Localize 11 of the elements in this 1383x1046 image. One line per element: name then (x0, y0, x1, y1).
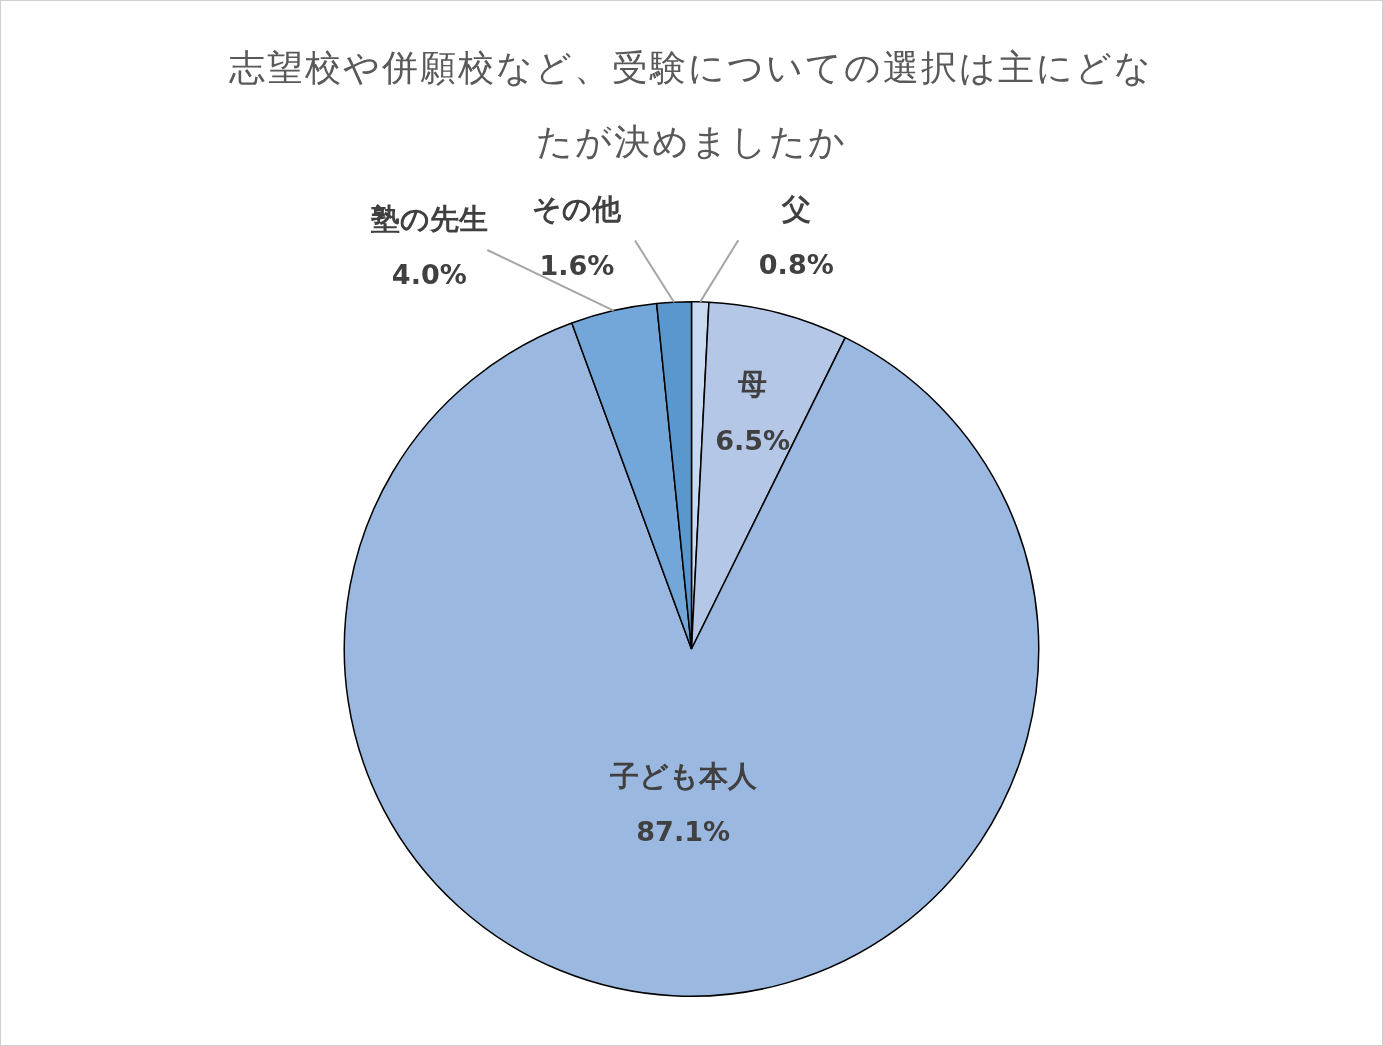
data-label: 87.1% (636, 816, 730, 848)
data-label: 1.6% (539, 249, 615, 281)
data-label: 6.5% (715, 424, 791, 456)
slice-label: 父 (780, 191, 811, 226)
slice-label: 塾の先生 (369, 201, 488, 236)
slice-label: その他 (532, 192, 623, 227)
data-label: 0.8% (758, 249, 834, 281)
slice-label: 子ども本人 (608, 758, 758, 793)
slice-label: 母 (737, 367, 768, 402)
data-label: 4.0% (391, 259, 467, 290)
chart-title: 志望校や併願校など、受験についての選択は主にどなたが決めましたか (228, 46, 1154, 164)
